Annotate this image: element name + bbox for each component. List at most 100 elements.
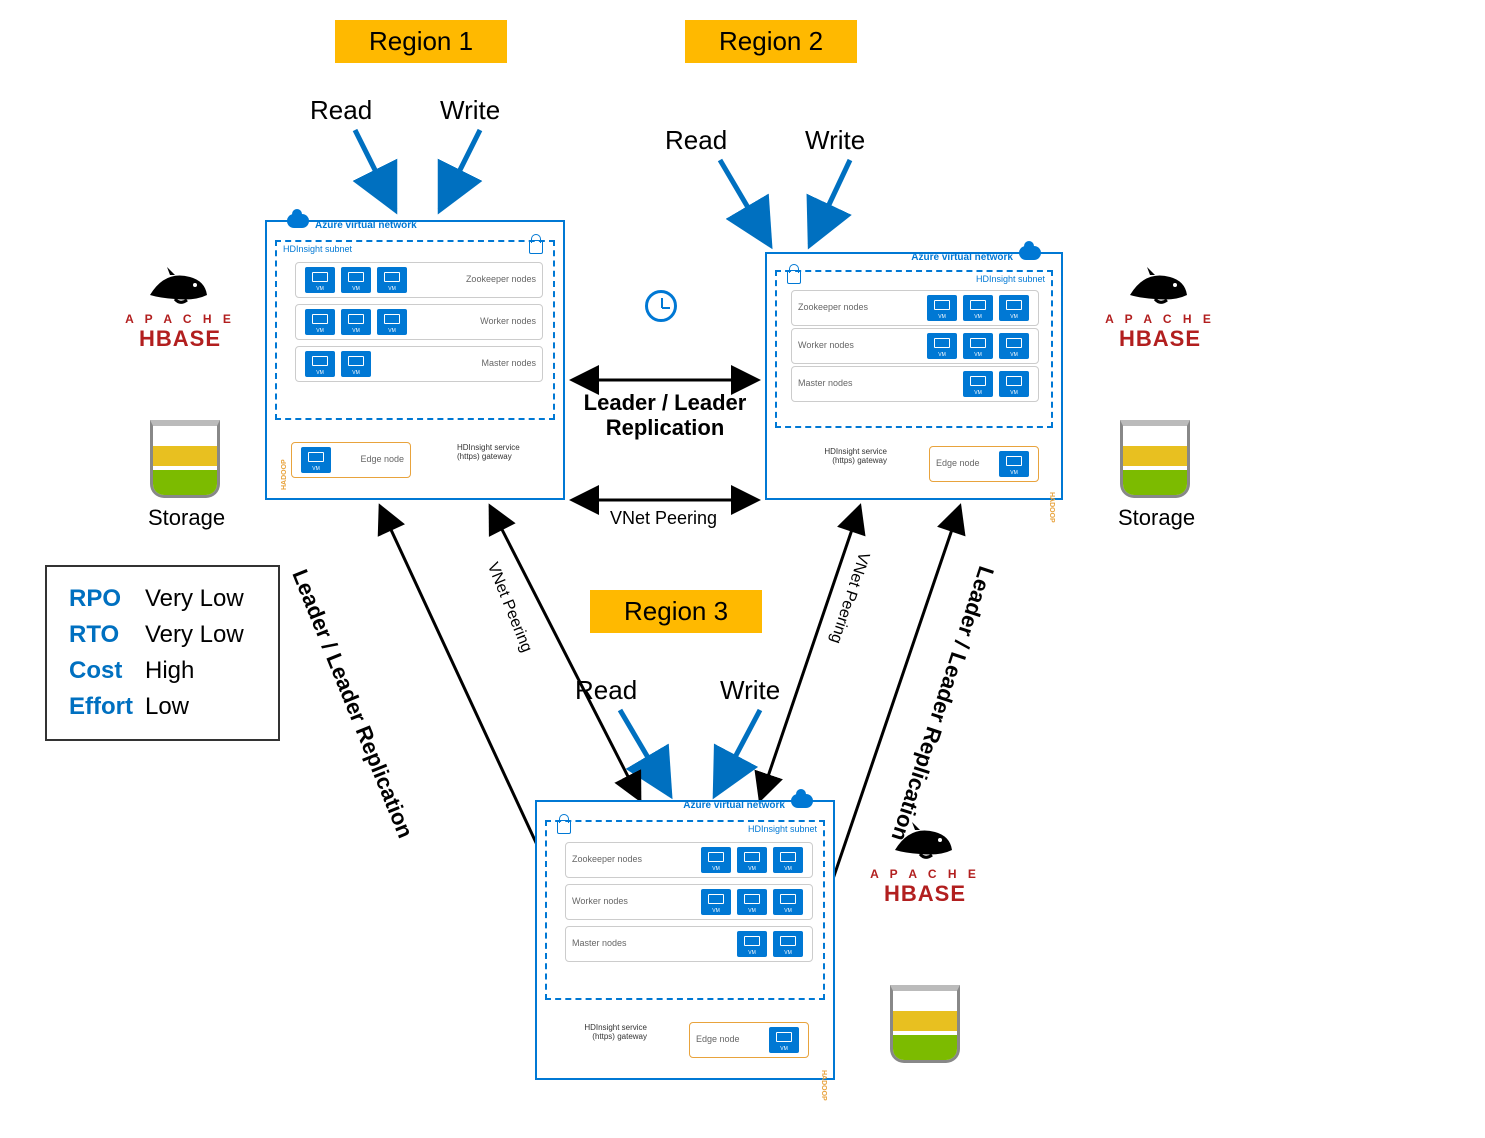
vnet-title: Azure virtual network [315,220,417,231]
vm-icon [737,889,767,915]
vnet-title: Azure virtual network [683,800,785,811]
hbase-logo-r1: A P A C H E HBASE [110,265,250,352]
apache-text: A P A C H E [110,312,250,326]
hdi-service-label: HDInsight service (https) gateway [807,448,887,466]
edge-label: Edge node [696,1035,748,1045]
metric-key: Cost [69,653,145,689]
vm-icon [999,371,1029,397]
master-row: Master nodes [565,926,813,962]
worker-label: Worker nodes [472,317,536,327]
vm-icon [301,447,331,473]
vm-icon [341,351,371,377]
hbase-logo-r2: A P A C H E HBASE [1090,265,1230,352]
vm-icon [769,1027,799,1053]
region1-badge: Region 1 [335,20,507,63]
region3-badge: Region 3 [590,590,762,633]
region2-write-label: Write [805,125,865,156]
storage-label-r1: Storage [148,505,225,531]
vm-icon [773,931,803,957]
table-row: RTOVery Low [69,617,256,653]
apache-text: A P A C H E [1090,312,1230,326]
storage-icon-r1 [150,420,220,498]
orca-icon [1125,265,1195,307]
vm-icon [999,451,1029,477]
vm-icon [773,847,803,873]
region1-write-label: Write [440,95,500,126]
edge-row: Edge node [291,442,411,478]
storage-icon-r2 [1120,420,1190,498]
clock-icon [645,290,677,322]
metric-key: RPO [69,581,145,617]
metric-value: Very Low [145,581,256,617]
metric-value: Low [145,689,256,725]
region3-read-label: Read [575,675,637,706]
master-row: Master nodes [791,366,1039,402]
cloud-icon [287,214,309,228]
metrics-table: RPOVery Low RTOVery Low CostHigh EffortL… [45,565,280,741]
lock-icon [529,240,543,254]
region3-subnet: HDInsight subnet Zookeeper nodes Worker … [545,820,825,1000]
storage-label-r2: Storage [1118,505,1195,531]
worker-label: Worker nodes [572,897,636,907]
vm-icon [737,931,767,957]
subnet-title: HDInsight subnet [748,824,817,834]
hdi-service-label: HDInsight service (https) gateway [457,444,537,462]
edge-label: Edge node [352,455,404,465]
vm-icon [999,295,1029,321]
vm-icon [927,295,957,321]
zookeeper-row: Zookeeper nodes [565,842,813,878]
zookeeper-row: Zookeeper nodes [295,262,543,298]
zookeeper-label: Zookeeper nodes [572,855,650,865]
vm-icon [341,267,371,293]
master-label: Master nodes [798,379,861,389]
vm-icon [737,847,767,873]
metric-key: RTO [69,617,145,653]
worker-row: Worker nodes [295,304,543,340]
table-row: EffortLow [69,689,256,725]
vm-icon [701,889,731,915]
zookeeper-label: Zookeeper nodes [798,303,876,313]
master-label: Master nodes [572,939,635,949]
zookeeper-label: Zookeeper nodes [458,275,536,285]
hbase-logo-r3: A P A C H E HBASE [855,820,995,907]
region3-vnet: Azure virtual network HDInsight subnet Z… [535,800,835,1080]
vm-icon [773,889,803,915]
orca-icon [145,265,215,307]
zookeeper-row: Zookeeper nodes [791,290,1039,326]
vm-icon [305,351,335,377]
vm-icon [341,309,371,335]
hadoop-tag: HADOOP [281,459,288,490]
subnet-title: HDInsight subnet [976,274,1045,284]
region1-vnet: Azure virtual network HDInsight subnet Z… [265,220,565,500]
vnet-peering-label-12: VNet Peering [610,508,717,529]
region3-write-label: Write [720,675,780,706]
region1-read-label: Read [310,95,372,126]
hbase-text: HBASE [1090,326,1230,352]
metric-value: High [145,653,256,689]
vm-icon [999,333,1029,359]
leader-leader-label-12: Leader / Leader Replication [580,390,750,441]
hadoop-tag: HADOOP [820,1070,827,1101]
vm-icon [377,267,407,293]
vm-icon [305,309,335,335]
lock-icon [787,270,801,284]
vm-icon [701,847,731,873]
master-row: Master nodes [295,346,543,382]
worker-row: Worker nodes [791,328,1039,364]
worker-label: Worker nodes [798,341,862,351]
metric-key: Effort [69,689,145,725]
region2-read-label: Read [665,125,727,156]
master-label: Master nodes [473,359,536,369]
hdi-service-label: HDInsight service (https) gateway [567,1024,647,1042]
vm-icon [377,309,407,335]
vm-icon [927,333,957,359]
vm-icon [305,267,335,293]
hbase-text: HBASE [855,881,995,907]
edge-label: Edge node [936,459,988,469]
orca-icon [890,820,960,862]
subnet-title: HDInsight subnet [283,244,352,254]
vnet-title: Azure virtual network [911,252,1013,263]
metric-value: Very Low [145,617,256,653]
cloud-icon [791,794,813,808]
hbase-text: HBASE [110,326,250,352]
